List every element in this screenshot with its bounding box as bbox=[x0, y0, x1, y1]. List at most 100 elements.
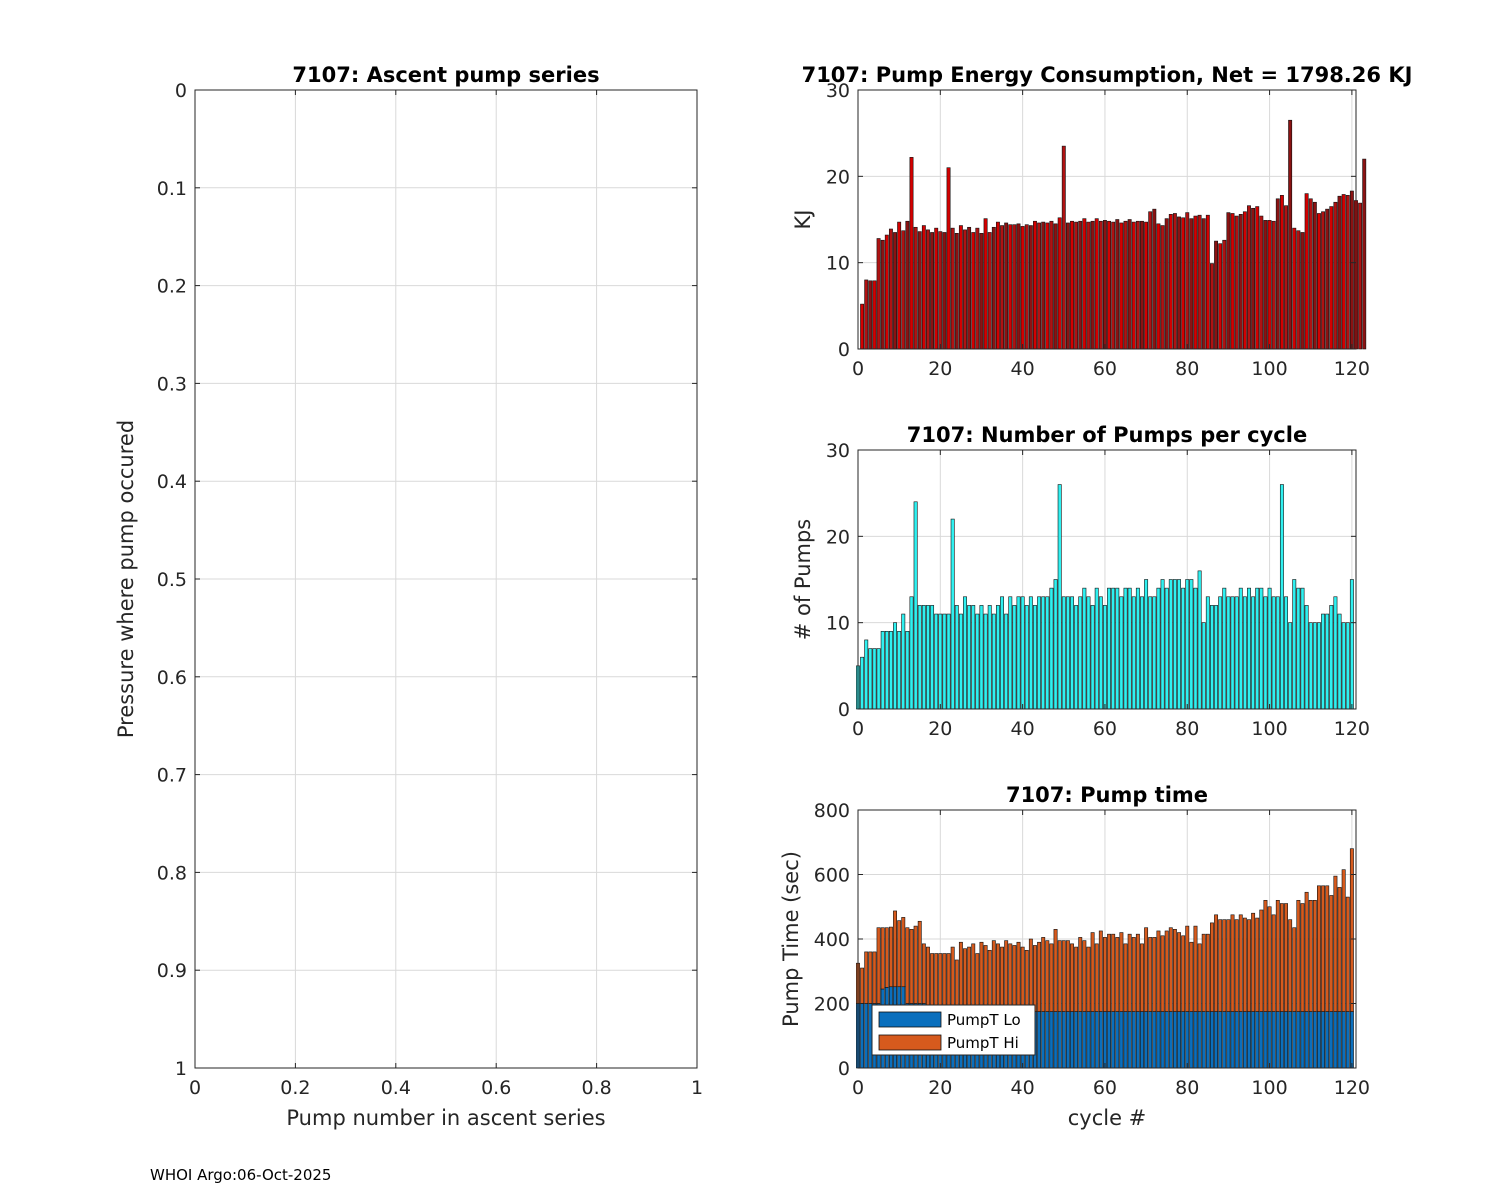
energy-bar bbox=[1263, 220, 1268, 350]
x-tick-label: 1 bbox=[691, 1077, 703, 1099]
pumps-bar bbox=[888, 630, 893, 710]
x-axis-label: Pump number in ascent series bbox=[286, 1106, 605, 1130]
energy-bar bbox=[1247, 205, 1251, 350]
pumpt-lo-bar bbox=[1304, 1011, 1309, 1069]
energy-bar bbox=[926, 229, 930, 350]
pumpt-lo-bar bbox=[1189, 1011, 1194, 1069]
pumpt-lo-bar bbox=[1144, 1011, 1149, 1069]
pumps-bar bbox=[963, 596, 967, 710]
energy-bar bbox=[1168, 214, 1173, 350]
x-tick-label: 0 bbox=[852, 358, 864, 380]
energy-bar bbox=[934, 227, 939, 350]
x-tick-label: 20 bbox=[928, 1077, 952, 1099]
pumpt-lo-bar bbox=[1325, 1011, 1330, 1069]
x-tick-label: 0.6 bbox=[481, 1077, 511, 1099]
energy-bar bbox=[1037, 222, 1042, 350]
pumpt-hi-bar bbox=[1317, 885, 1321, 1012]
pumpt-hi-bar bbox=[1045, 940, 1050, 1012]
pumpt-hi-bar bbox=[1082, 940, 1087, 1012]
pumpt-lo-bar bbox=[1234, 1011, 1239, 1069]
pumpt-hi-bar bbox=[1086, 946, 1091, 1012]
energy-bar bbox=[1255, 206, 1260, 350]
energy-bar bbox=[1362, 158, 1367, 350]
x-tick-label: 0.2 bbox=[280, 1077, 310, 1099]
energy-bar bbox=[1333, 201, 1338, 350]
pumpt-lo-bar bbox=[1148, 1011, 1153, 1069]
x-tick-label: 0 bbox=[852, 1077, 864, 1099]
pumpt-lo-bar bbox=[1292, 1011, 1297, 1069]
pumps-bar bbox=[1349, 579, 1354, 710]
pumpt-lo-bar bbox=[1168, 1011, 1173, 1069]
pumpt-hi-bar bbox=[1185, 925, 1190, 1012]
pumpt-hi-bar bbox=[905, 927, 910, 1004]
pumpt-hi-bar bbox=[1193, 925, 1198, 1012]
pumps-bar bbox=[1210, 605, 1214, 710]
pumps-bar bbox=[983, 613, 988, 710]
energy-bar bbox=[1152, 208, 1157, 350]
y-axis-label: KJ bbox=[791, 210, 815, 230]
energy-bar bbox=[888, 228, 893, 350]
energy-bar bbox=[1296, 230, 1301, 350]
energy-bar bbox=[1234, 215, 1239, 350]
pumps-bar bbox=[979, 605, 984, 710]
pumps-bar bbox=[1024, 605, 1029, 710]
pumps-bar bbox=[1271, 596, 1276, 710]
pumpt-hi-bar bbox=[1164, 930, 1169, 1012]
pumpt-lo-bar bbox=[868, 1003, 873, 1069]
pumpt-lo-bar bbox=[1098, 1011, 1103, 1069]
pumpt-hi-bar bbox=[1321, 885, 1326, 1012]
y-axis-label: Pressure where pump occured bbox=[114, 420, 138, 738]
pumpt-hi-bar bbox=[1061, 940, 1066, 1012]
chart-title: 7107: Pump Energy Consumption, Net = 179… bbox=[802, 63, 1413, 87]
x-tick-label: 40 bbox=[1011, 1077, 1035, 1099]
pumpt-lo-bar bbox=[1086, 1011, 1091, 1069]
pumpt-hi-bar bbox=[1275, 899, 1280, 1012]
x-tick-label: 0 bbox=[852, 718, 864, 740]
pumpt-lo-bar bbox=[1222, 1011, 1227, 1069]
pumps-bar bbox=[1107, 587, 1112, 710]
pumpt-hi-bar bbox=[1242, 917, 1247, 1012]
energy-bar bbox=[1057, 217, 1062, 350]
pumpt-lo-bar bbox=[1152, 1011, 1157, 1069]
pumpt-hi-bar bbox=[1222, 919, 1227, 1012]
energy-bar bbox=[1082, 218, 1087, 350]
pumps-bar bbox=[987, 605, 992, 710]
pumpt-lo-bar bbox=[1255, 1011, 1260, 1069]
pumpt-lo-bar bbox=[1317, 1011, 1321, 1069]
energy-bar bbox=[897, 221, 902, 350]
pumpt-hi-bar bbox=[942, 953, 947, 1012]
pumps-bar bbox=[1317, 622, 1321, 710]
pumpt-hi-bar bbox=[1296, 899, 1301, 1012]
pumps-bar bbox=[1131, 596, 1136, 710]
energy-bar bbox=[1123, 220, 1128, 350]
energy-bar bbox=[1041, 221, 1046, 350]
y-tick-label: 0.4 bbox=[157, 471, 187, 493]
pumps-bar bbox=[1325, 613, 1330, 710]
pumpt-hi-bar bbox=[1053, 929, 1058, 1012]
x-tick-label: 120 bbox=[1334, 1077, 1370, 1099]
pumpt-lo-bar bbox=[1271, 1011, 1276, 1069]
pumpt-hi-bar bbox=[1218, 919, 1223, 1012]
energy-bar bbox=[1148, 211, 1153, 350]
pumpt-lo-bar bbox=[1111, 1011, 1116, 1069]
pumpt-lo-bar bbox=[1201, 1011, 1206, 1069]
y-tick-label: 0.8 bbox=[157, 862, 187, 884]
pumpt-hi-bar bbox=[1226, 919, 1231, 1012]
energy-bar bbox=[1292, 227, 1297, 350]
pumpt-hi-bar bbox=[967, 946, 972, 1012]
pumpt-lo-bar bbox=[1140, 1011, 1144, 1069]
y-tick-label: 0.1 bbox=[157, 178, 187, 200]
energy-bar bbox=[991, 226, 996, 350]
y-tick-label: 0.6 bbox=[157, 667, 187, 689]
pumpt-hi-bar bbox=[958, 941, 963, 1012]
energy-bar bbox=[1065, 222, 1070, 350]
pumpt-lo-bar bbox=[1296, 1011, 1301, 1069]
pumps-bar bbox=[893, 622, 897, 710]
pumpt-hi-bar bbox=[1107, 933, 1112, 1012]
pumps-bar bbox=[897, 630, 902, 710]
pumps-bar bbox=[1086, 596, 1091, 710]
pumpt-hi-bar bbox=[930, 953, 935, 1012]
pumps-bar bbox=[1185, 579, 1190, 710]
pumps-bar bbox=[1304, 605, 1309, 710]
pumps-bar bbox=[1127, 587, 1132, 710]
